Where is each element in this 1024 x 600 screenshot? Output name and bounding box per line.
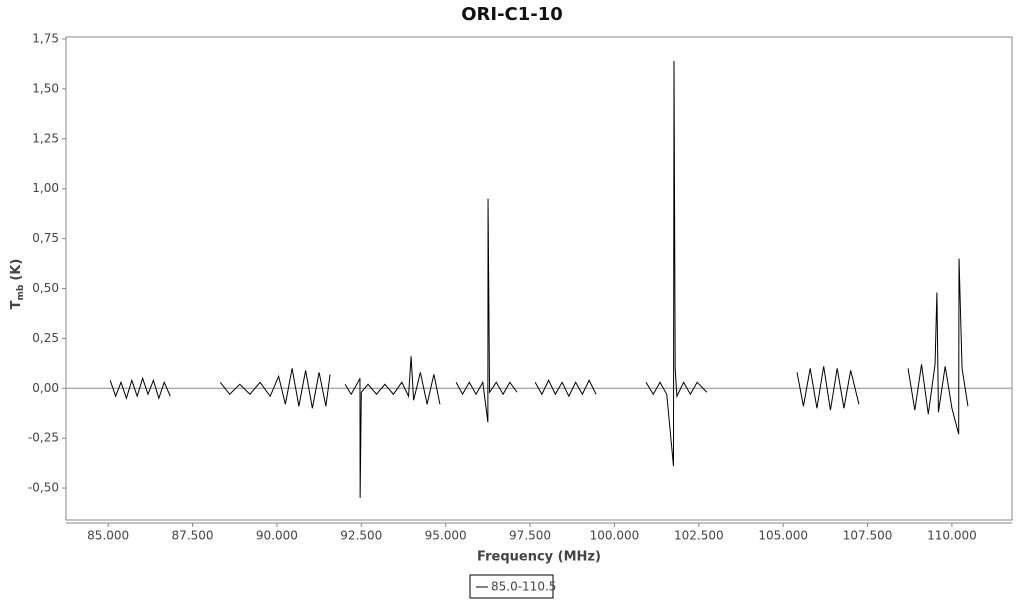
y-tick-label: 0,50: [32, 281, 59, 295]
legend-box: [469, 574, 554, 599]
x-tick-label: 95.000: [425, 529, 467, 543]
y-tick-label: 0,75: [32, 231, 59, 245]
y-label-main: T: [9, 300, 24, 309]
x-tick-label: 107.500: [843, 529, 893, 543]
y-label-sub: mb: [16, 284, 26, 300]
legend-label: 85.0-110.5: [491, 580, 556, 594]
x-tick-label: 97.500: [509, 529, 551, 543]
y-label-unit: (K): [9, 259, 24, 281]
y-tick-label: -0,25: [28, 431, 59, 445]
x-tick-label: 92.500: [340, 529, 382, 543]
spectrum-line: [109, 60, 969, 499]
x-tick-label: 105.000: [758, 529, 808, 543]
x-tick-label: 87.500: [172, 529, 214, 543]
y-tick-label: 1,50: [32, 81, 59, 95]
y-axis-label: Tmb (K): [9, 259, 26, 310]
x-tick-label: 110.000: [927, 529, 977, 543]
chart-title: ORI-C1-10: [461, 4, 563, 25]
y-tick-label: -0,50: [28, 481, 59, 495]
x-tick-label: 102.500: [674, 529, 724, 543]
y-tick-label: 0,25: [32, 331, 59, 345]
y-tick-label: 1,00: [32, 181, 59, 195]
x-tick-label: 90.000: [256, 529, 298, 543]
y-tick-label: 1,75: [32, 31, 59, 45]
plot-frame: [65, 36, 1013, 521]
x-axis-label: Frequency (MHz): [477, 550, 601, 565]
x-tick-label: 85.000: [87, 529, 129, 543]
y-tick-label: 1,25: [32, 131, 59, 145]
x-tick-label: 100.000: [590, 529, 640, 543]
y-tick-label: 0,00: [32, 381, 59, 395]
